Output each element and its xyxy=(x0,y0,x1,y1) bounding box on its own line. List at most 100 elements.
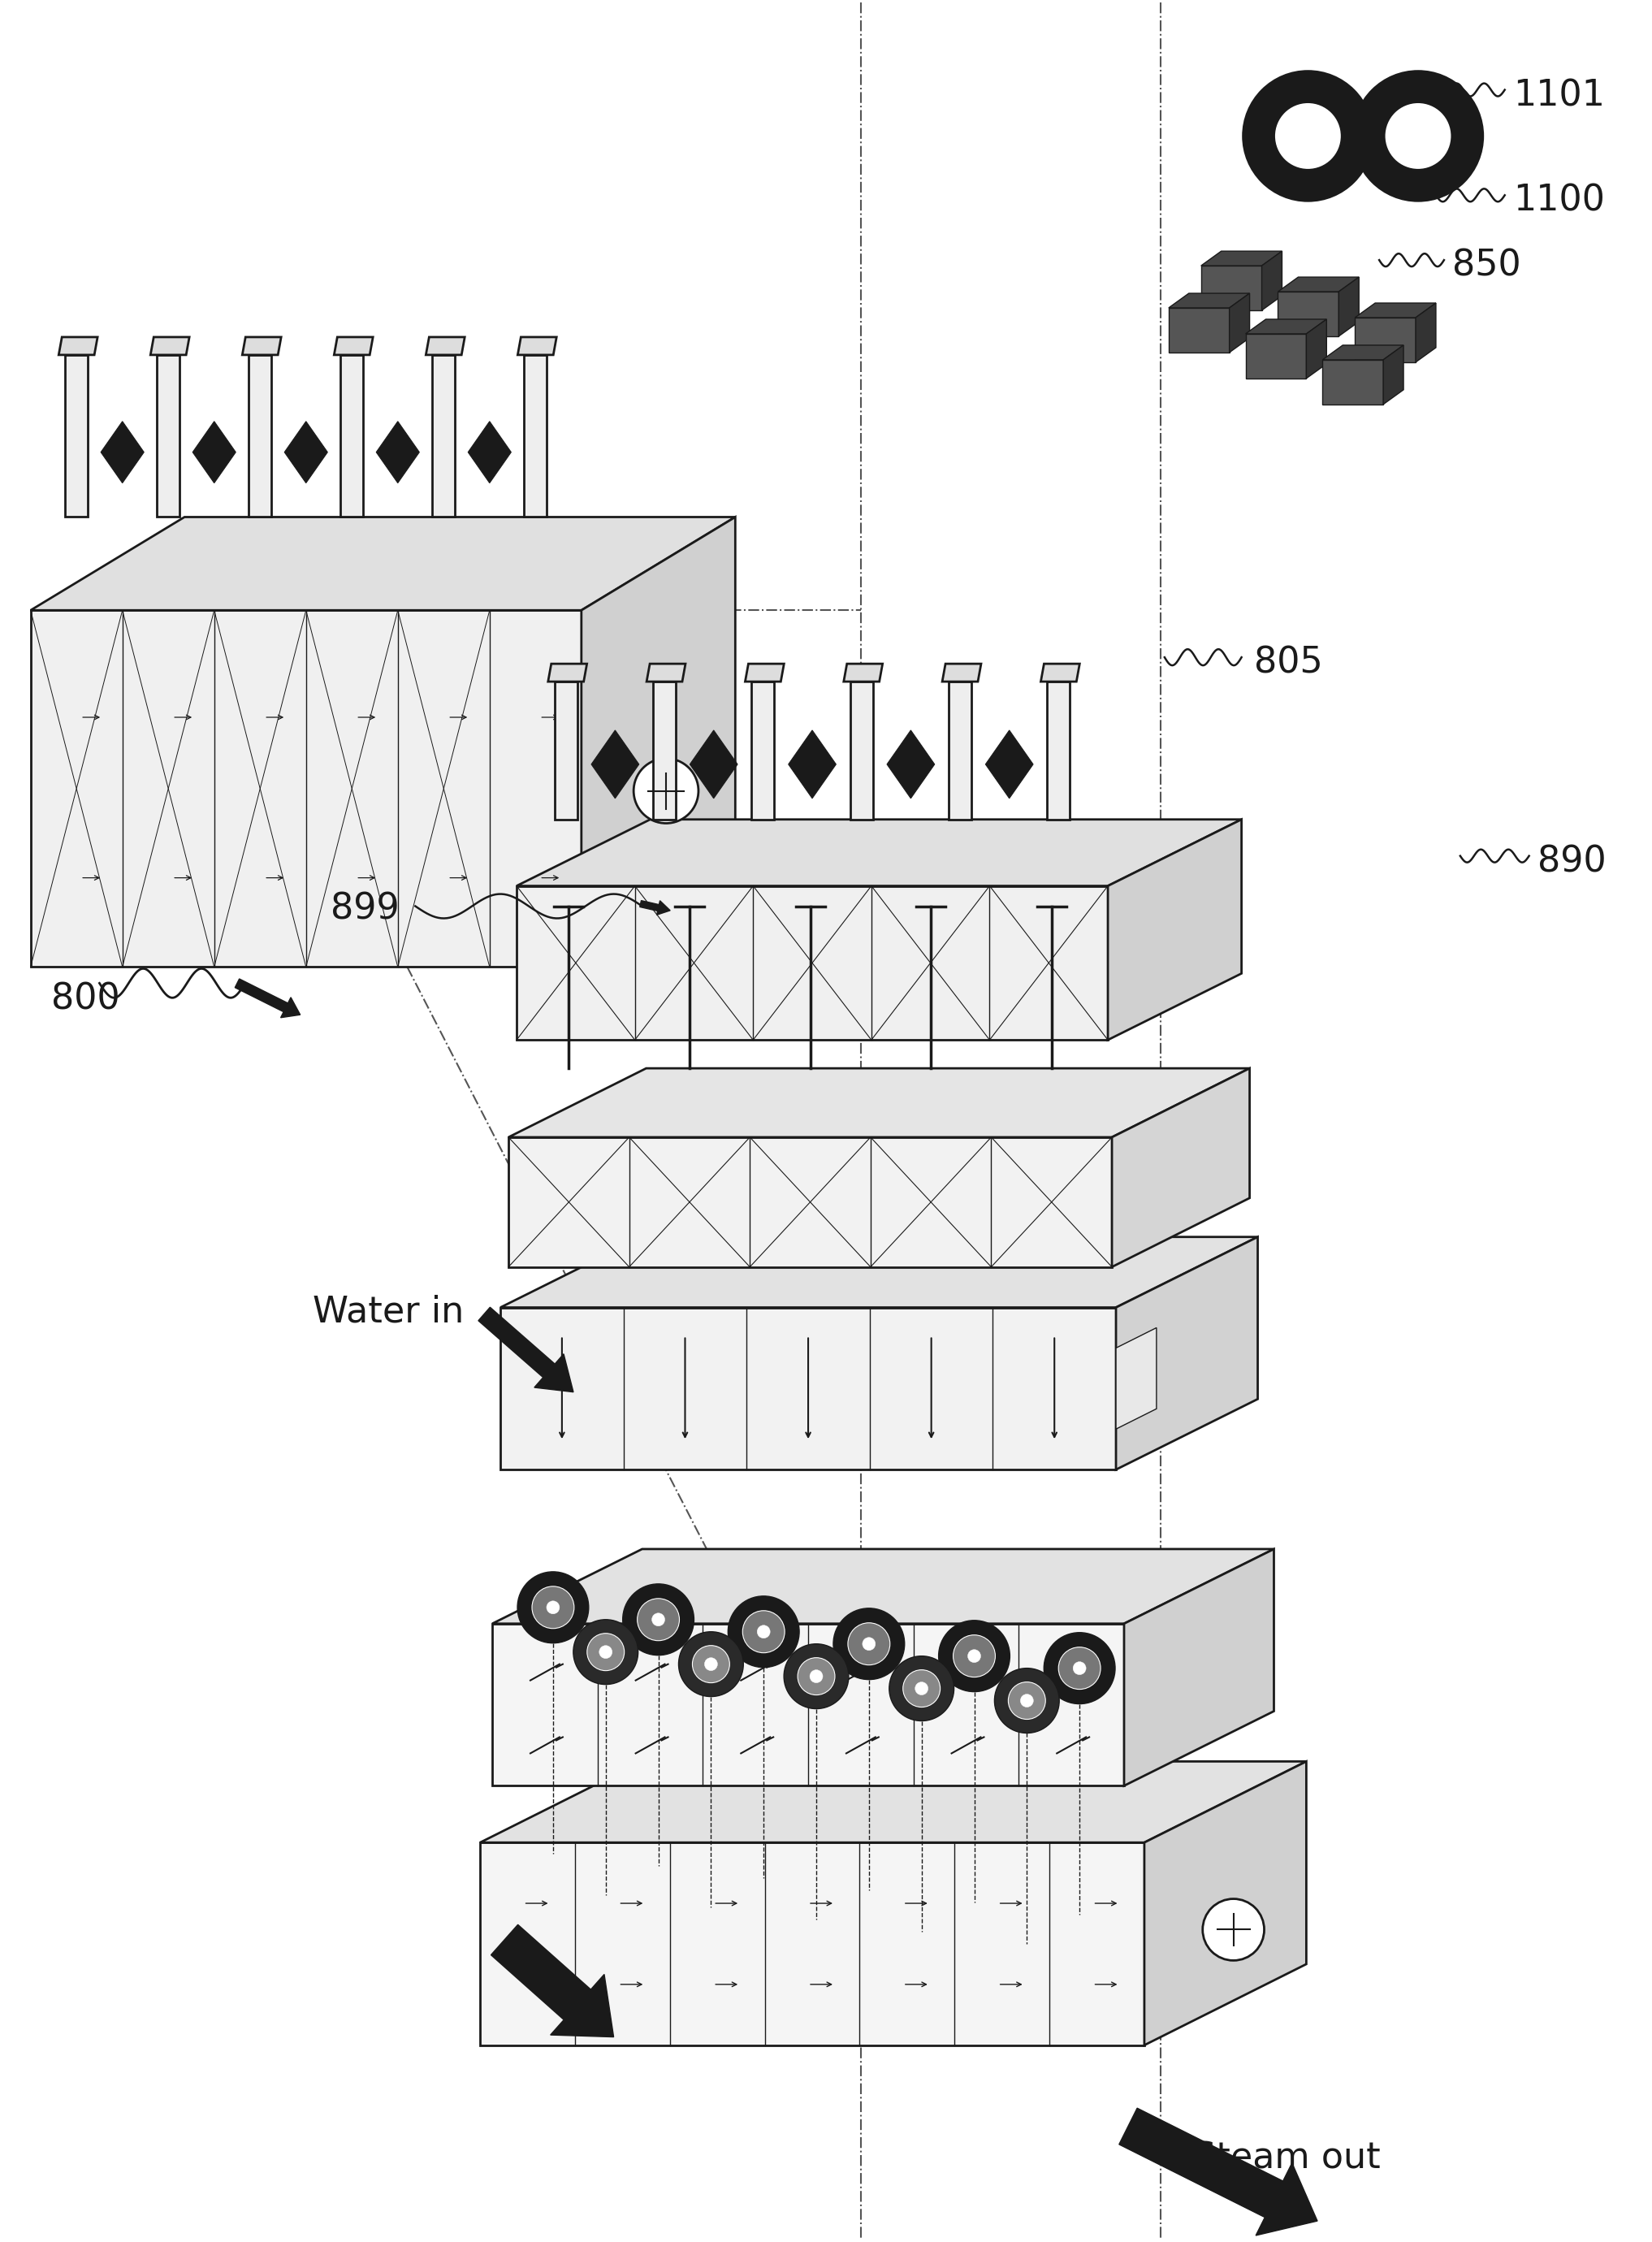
Circle shape xyxy=(653,1612,664,1625)
Circle shape xyxy=(889,1657,953,1722)
Polygon shape xyxy=(1201,267,1262,309)
Polygon shape xyxy=(986,731,1032,798)
Polygon shape xyxy=(1145,1762,1307,2045)
Polygon shape xyxy=(1123,1549,1274,1787)
Polygon shape xyxy=(653,682,676,818)
Polygon shape xyxy=(1355,303,1436,318)
Circle shape xyxy=(798,1657,834,1695)
Circle shape xyxy=(742,1610,785,1652)
Polygon shape xyxy=(501,1238,1257,1307)
Polygon shape xyxy=(555,682,577,818)
Polygon shape xyxy=(745,664,785,682)
Circle shape xyxy=(968,1650,981,1664)
Polygon shape xyxy=(31,610,582,966)
Circle shape xyxy=(995,1668,1059,1733)
Circle shape xyxy=(1008,1682,1046,1720)
Circle shape xyxy=(573,1619,638,1684)
Circle shape xyxy=(1203,1899,1264,1960)
Polygon shape xyxy=(1307,318,1327,379)
Polygon shape xyxy=(1108,818,1242,1040)
Polygon shape xyxy=(249,354,271,518)
Polygon shape xyxy=(1323,345,1404,359)
Polygon shape xyxy=(334,336,373,354)
Circle shape xyxy=(953,1634,995,1677)
Polygon shape xyxy=(1262,251,1282,309)
Circle shape xyxy=(785,1643,849,1708)
Polygon shape xyxy=(284,421,327,482)
Polygon shape xyxy=(887,731,935,798)
Circle shape xyxy=(1274,103,1341,170)
Circle shape xyxy=(904,1670,940,1706)
Polygon shape xyxy=(524,354,547,518)
Polygon shape xyxy=(468,421,510,482)
Circle shape xyxy=(938,1621,1009,1693)
Circle shape xyxy=(862,1637,876,1650)
Text: 805: 805 xyxy=(1254,646,1323,679)
Polygon shape xyxy=(509,1137,1112,1267)
Circle shape xyxy=(600,1646,613,1659)
Polygon shape xyxy=(851,682,872,818)
Circle shape xyxy=(1044,1632,1115,1704)
Polygon shape xyxy=(1117,1327,1156,1428)
Circle shape xyxy=(915,1682,928,1695)
Polygon shape xyxy=(582,518,735,966)
Polygon shape xyxy=(517,886,1108,1040)
Polygon shape xyxy=(492,1549,1274,1623)
FancyArrow shape xyxy=(491,1924,613,2038)
Polygon shape xyxy=(788,731,836,798)
Polygon shape xyxy=(1416,303,1436,363)
Polygon shape xyxy=(64,354,88,518)
Circle shape xyxy=(833,1608,905,1679)
Polygon shape xyxy=(501,1307,1117,1469)
Polygon shape xyxy=(101,421,144,482)
Circle shape xyxy=(679,1632,743,1697)
Circle shape xyxy=(809,1670,823,1684)
Polygon shape xyxy=(31,518,735,610)
Polygon shape xyxy=(548,664,586,682)
Circle shape xyxy=(1074,1661,1085,1675)
Circle shape xyxy=(517,1572,588,1643)
Polygon shape xyxy=(1246,318,1327,334)
Polygon shape xyxy=(1323,359,1383,404)
Circle shape xyxy=(1244,72,1373,202)
Circle shape xyxy=(634,758,699,823)
Polygon shape xyxy=(243,336,281,354)
Circle shape xyxy=(586,1634,624,1670)
Circle shape xyxy=(704,1657,717,1670)
FancyArrow shape xyxy=(1118,2107,1317,2235)
Polygon shape xyxy=(1201,251,1282,267)
Polygon shape xyxy=(1112,1067,1249,1267)
Text: 850: 850 xyxy=(1452,249,1521,282)
FancyArrow shape xyxy=(479,1307,573,1392)
Polygon shape xyxy=(942,664,981,682)
Polygon shape xyxy=(1168,294,1249,307)
Polygon shape xyxy=(1047,682,1070,818)
Circle shape xyxy=(1353,72,1483,202)
Circle shape xyxy=(1059,1648,1100,1688)
FancyArrow shape xyxy=(235,980,301,1018)
Polygon shape xyxy=(150,336,190,354)
Polygon shape xyxy=(481,1762,1307,1843)
Circle shape xyxy=(1384,103,1452,170)
Polygon shape xyxy=(517,818,1242,886)
Polygon shape xyxy=(948,682,971,818)
Polygon shape xyxy=(646,664,686,682)
Text: Water in: Water in xyxy=(312,1294,464,1330)
Circle shape xyxy=(692,1646,730,1684)
FancyArrow shape xyxy=(639,901,671,915)
Polygon shape xyxy=(1383,345,1404,404)
Circle shape xyxy=(847,1623,890,1666)
Circle shape xyxy=(547,1601,560,1614)
Polygon shape xyxy=(752,682,775,818)
Text: Steam out: Steam out xyxy=(1193,2141,1381,2177)
Circle shape xyxy=(623,1583,694,1655)
Polygon shape xyxy=(1041,664,1080,682)
Polygon shape xyxy=(193,421,236,482)
Polygon shape xyxy=(1246,334,1307,379)
Polygon shape xyxy=(1355,318,1416,363)
Polygon shape xyxy=(340,354,363,518)
Circle shape xyxy=(729,1596,800,1668)
Polygon shape xyxy=(1168,307,1229,352)
Polygon shape xyxy=(1279,278,1360,291)
Polygon shape xyxy=(433,354,454,518)
